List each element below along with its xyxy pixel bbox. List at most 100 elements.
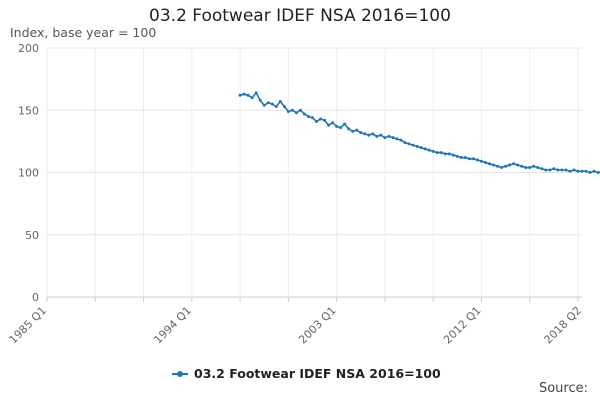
data-point	[246, 93, 250, 97]
data-point	[403, 141, 407, 145]
data-point	[592, 169, 596, 173]
data-point	[411, 143, 415, 147]
data-point	[455, 154, 459, 158]
data-point	[576, 169, 580, 173]
legend-marker-icon	[177, 371, 183, 377]
data-point	[250, 96, 254, 100]
gridlines	[46, 47, 582, 298]
data-point	[584, 169, 588, 173]
data-point	[306, 114, 310, 118]
data-point	[258, 98, 262, 102]
data-point	[467, 157, 471, 161]
data-point	[399, 138, 403, 142]
data-point	[423, 147, 427, 151]
data-point	[447, 152, 451, 156]
y-axis-label: Index, base year = 100	[10, 25, 157, 40]
data-point	[524, 166, 528, 170]
data-point	[351, 129, 355, 133]
data-point	[560, 168, 564, 172]
data-point	[528, 166, 532, 170]
chart-title: 03.2 Footwear IDEF NSA 2016=100	[149, 6, 451, 26]
x-tick-label: 2018 Q2	[542, 304, 585, 347]
data-point	[290, 108, 294, 112]
data-point	[387, 134, 391, 138]
data-point	[471, 157, 475, 161]
data-point	[564, 168, 568, 172]
data-point	[379, 133, 383, 137]
data-point	[407, 142, 411, 146]
data-point	[371, 132, 375, 136]
data-point	[588, 171, 592, 174]
data-point	[302, 112, 306, 116]
data-point	[548, 168, 552, 172]
data-point	[556, 168, 560, 172]
data-point	[544, 168, 548, 172]
data-point	[310, 116, 314, 120]
data-point	[319, 117, 323, 121]
legend-item[interactable]: 03.2 Footwear IDEF NSA 2016=100	[194, 366, 441, 381]
data-point	[500, 166, 504, 170]
data-point	[323, 118, 327, 122]
data-point	[266, 101, 270, 105]
data-point	[278, 100, 282, 104]
data-point	[343, 122, 347, 126]
data-point	[391, 136, 395, 140]
data-point	[395, 137, 399, 141]
data-point	[508, 163, 512, 167]
x-tick-label: 2012 Q1	[441, 304, 484, 347]
legend[interactable]: 03.2 Footwear IDEF NSA 2016=100	[172, 366, 441, 381]
data-point	[536, 166, 540, 170]
y-tick-label: 150	[18, 104, 39, 117]
data-point	[415, 144, 419, 148]
data-point	[363, 132, 367, 136]
data-point	[443, 152, 447, 156]
data-point	[331, 121, 335, 125]
data-point	[359, 131, 363, 135]
data-point	[254, 91, 258, 95]
data-point	[487, 162, 491, 166]
data-point	[459, 156, 463, 160]
data-point	[596, 171, 600, 174]
data-point	[435, 151, 439, 155]
data-point	[451, 153, 455, 157]
data-point	[294, 111, 298, 115]
data-point	[383, 136, 387, 140]
data-point	[431, 149, 435, 153]
data-point	[492, 163, 495, 167]
data-point	[242, 92, 246, 96]
data-point	[475, 158, 479, 162]
y-tick-label: 0	[32, 291, 39, 304]
data-point	[238, 93, 242, 97]
data-point	[504, 164, 508, 168]
data-point	[496, 164, 500, 168]
data-point	[520, 164, 524, 168]
x-tick-label: 2003 Q1	[296, 304, 339, 347]
data-point	[516, 163, 520, 167]
data-point	[270, 102, 274, 106]
data-point	[274, 105, 278, 109]
y-tick-label: 50	[25, 229, 39, 242]
y-tick-label: 200	[18, 42, 39, 55]
series-layer	[238, 91, 600, 174]
data-point	[375, 134, 379, 138]
data-point	[339, 126, 343, 130]
data-point	[439, 151, 443, 155]
source-label: Source:	[538, 381, 588, 396]
data-point	[483, 161, 487, 165]
data-point	[463, 156, 467, 160]
data-point	[427, 148, 431, 152]
data-point	[572, 168, 576, 172]
data-point	[479, 159, 483, 163]
data-point	[367, 133, 371, 137]
data-point	[298, 108, 302, 112]
data-point	[580, 169, 584, 173]
data-point	[335, 124, 339, 128]
data-point	[512, 162, 516, 166]
data-point	[419, 146, 423, 150]
x-tick-label: 1994 Q1	[151, 304, 194, 347]
x-tick-label: 1985 Q1	[7, 304, 50, 347]
series-line	[239, 92, 600, 174]
data-point	[532, 164, 536, 168]
data-point	[540, 167, 544, 171]
